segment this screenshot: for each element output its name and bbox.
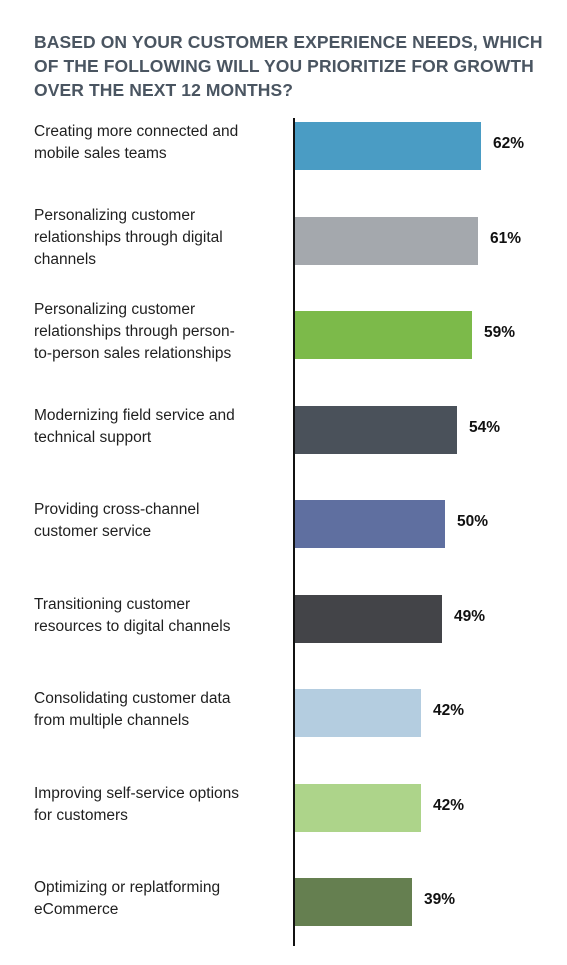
value-label: 39% (424, 891, 456, 908)
category-label-line: Optimizing or replatforming (34, 879, 221, 896)
category-label: Modernizing field service and technical s… (34, 405, 284, 449)
category-label: Improving self-service options for custom… (34, 783, 284, 827)
category-label: Personalizing customer relationships thro… (34, 299, 284, 365)
value-label: 59% (484, 324, 516, 341)
bar (295, 122, 481, 170)
bar (295, 689, 421, 737)
category-label-line: eCommerce (34, 901, 119, 918)
category-label: Optimizing or replatforming eCommerce (34, 877, 284, 921)
category-label-line: Consolidating customer data (34, 690, 231, 707)
value-label: 61% (490, 229, 522, 247)
category-label: Consolidating customer data from multiple… (34, 688, 284, 732)
category-label-line: Providing cross-channel (34, 501, 200, 518)
category-label: Personalizing customer relationships thro… (34, 205, 284, 271)
category-label: Creating more connected and mobile sales … (34, 121, 284, 165)
bar (295, 500, 445, 548)
category-label-line: Creating more connected and (34, 123, 239, 140)
category-label-line: relationships through digital (34, 228, 223, 246)
bar (295, 311, 472, 359)
category-label-line: technical support (34, 428, 152, 446)
value-label: 49% (454, 607, 486, 625)
y-axis-line (293, 118, 295, 946)
value-label: 62% (493, 135, 525, 152)
bar (295, 405, 457, 454)
category-label-line: channels (34, 250, 97, 268)
category-label-line: from multiple channels (34, 712, 190, 729)
category-label: Transitioning customer resources to digit… (34, 594, 284, 638)
bar (295, 216, 478, 265)
bar (295, 783, 421, 832)
category-label-line: Transitioning customer (34, 595, 191, 613)
value-label: 50% (457, 513, 489, 530)
category-label: Providing cross-channel customer service (34, 499, 284, 543)
value-label: 42% (433, 702, 465, 719)
category-label-line: Personalizing customer (34, 301, 196, 318)
category-label-line: for customers (34, 806, 128, 824)
value-label: 42% (433, 796, 465, 814)
bar (295, 878, 412, 926)
category-label-line: Modernizing field service and (34, 406, 235, 424)
value-label: 54% (469, 418, 501, 436)
bar (295, 594, 442, 643)
category-label-line: resources to digital channels (34, 617, 231, 635)
category-label-line: mobile sales teams (34, 145, 167, 162)
category-label-line: Improving self-service options (34, 784, 240, 802)
chart-title: BASED ON YOUR CUSTOMER EXPERIENCE NEEDS,… (34, 32, 543, 100)
category-label-line: Personalizing customer (34, 206, 196, 224)
category-label-line: customer service (34, 523, 152, 540)
category-label-line: relationships through person- (34, 323, 235, 340)
category-label-line: to-person sales relationships (34, 345, 232, 362)
